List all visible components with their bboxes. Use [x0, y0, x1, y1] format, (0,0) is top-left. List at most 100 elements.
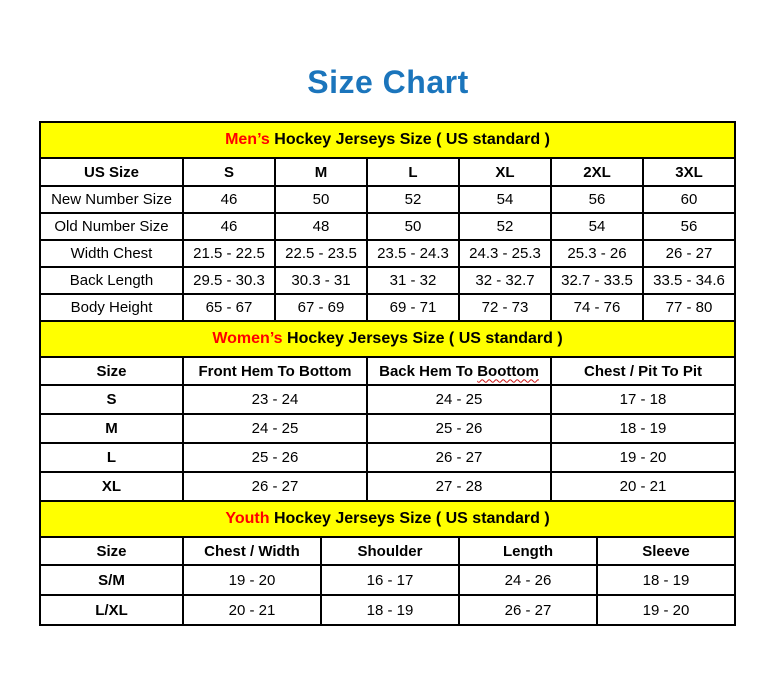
size-value-cell: 23.5 - 24.3 — [366, 239, 460, 268]
size-value-cell: 20 - 21 — [182, 594, 322, 626]
column-header: XL — [458, 157, 552, 187]
row-label: Body Height — [39, 293, 184, 322]
size-value-cell: 25.3 - 26 — [550, 239, 644, 268]
youth-table: Youth Hockey Jerseys Size ( US standard … — [38, 500, 737, 626]
size-value-cell: 56 — [550, 185, 644, 214]
size-value-cell: 29.5 - 30.3 — [182, 266, 276, 295]
size-value-cell: 21.5 - 22.5 — [182, 239, 276, 268]
size-value-cell: 72 - 73 — [458, 293, 552, 322]
size-value-cell: 26 - 27 — [641, 239, 737, 268]
column-header: 2XL — [550, 157, 644, 187]
size-value-cell: 23 - 24 — [182, 384, 368, 415]
misspelled-word: Boottom — [477, 362, 539, 380]
size-value-cell: 54 — [458, 185, 552, 214]
column-header: Size — [39, 536, 184, 566]
size-value-cell: 50 — [274, 185, 368, 214]
size-value-cell: 24 - 26 — [458, 564, 598, 596]
mens-table: Men’s Hockey Jerseys Size ( US standard … — [38, 121, 737, 322]
column-header: Sleeve — [595, 536, 737, 566]
column-header: Size — [39, 356, 184, 386]
row-label: L — [39, 442, 184, 473]
size-value-cell: 69 - 71 — [366, 293, 460, 322]
row-label: S/M — [39, 564, 184, 596]
youth-section-title: Youth Hockey Jerseys Size ( US standard … — [38, 500, 737, 538]
table-row: S/M 19 - 20 16 - 17 24 - 26 18 - 19 — [39, 564, 737, 596]
youth-column-header-row: Size Chest / Width Shoulder Length Sleeve — [39, 536, 737, 566]
size-value-cell: 52 — [366, 185, 460, 214]
column-header: Chest / Width — [182, 536, 322, 566]
size-value-cell: 18 - 19 — [320, 594, 460, 626]
size-value-cell: 17 - 18 — [549, 384, 737, 415]
size-value-cell: 54 — [550, 212, 644, 241]
column-header: S — [182, 157, 276, 187]
womens-table: Women’s Hockey Jerseys Size ( US standar… — [38, 320, 737, 502]
size-value-cell: 32 - 32.7 — [458, 266, 552, 295]
size-value-cell: 20 - 21 — [549, 471, 737, 502]
section-title-text: Hockey Jerseys Size ( US standard ) — [282, 330, 563, 347]
table-row: Back Length 29.5 - 30.3 30.3 - 31 31 - 32 32… — [39, 266, 737, 295]
table-row: L 25 - 26 26 - 27 19 - 20 — [39, 442, 737, 473]
youth-section-header-row: Youth Hockey Jerseys Size ( US standard … — [38, 500, 737, 538]
table-row: Old Number Size 46 48 50 52 54 56 — [39, 212, 737, 241]
column-header: 3XL — [641, 157, 737, 187]
column-header: Length — [458, 536, 598, 566]
womens-section-title: Women’s Hockey Jerseys Size ( US standar… — [38, 320, 737, 358]
size-value-cell: 50 — [366, 212, 460, 241]
section-title-highlight: Men’s — [225, 131, 270, 148]
size-value-cell: 65 - 67 — [182, 293, 276, 322]
size-value-cell: 74 - 76 — [550, 293, 644, 322]
table-row: Width Chest 21.5 - 22.5 22.5 - 23.5 23.5 - … — [39, 239, 737, 268]
column-header: Back Hem To Boottom — [366, 356, 552, 386]
table-row: Body Height 65 - 67 67 - 69 69 - 71 72 - 73 7… — [39, 293, 737, 322]
row-label: M — [39, 413, 184, 444]
size-value-cell: 31 - 32 — [366, 266, 460, 295]
size-value-cell: 48 — [274, 212, 368, 241]
column-header: Front Hem To Bottom — [182, 356, 368, 386]
size-value-cell: 19 - 20 — [549, 442, 737, 473]
size-value-cell: 26 - 27 — [366, 442, 552, 473]
table-row: XL 26 - 27 27 - 28 20 - 21 — [39, 471, 737, 502]
size-value-cell: 32.7 - 33.5 — [550, 266, 644, 295]
mens-section-title: Men’s Hockey Jerseys Size ( US standard … — [38, 121, 737, 159]
row-label: Old Number Size — [39, 212, 184, 241]
section-title-highlight: Youth — [225, 510, 270, 527]
table-row: M 24 - 25 25 - 26 18 - 19 — [39, 413, 737, 444]
table-row: L/XL 20 - 21 18 - 19 26 - 27 19 - 20 — [39, 594, 737, 626]
size-value-cell: 27 - 28 — [366, 471, 552, 502]
size-value-cell: 19 - 20 — [182, 564, 322, 596]
size-value-cell: 16 - 17 — [320, 564, 460, 596]
row-label: XL — [39, 471, 184, 502]
table-row: New Number Size 46 50 52 54 56 60 — [39, 185, 737, 214]
row-label: New Number Size — [39, 185, 184, 214]
row-label: Back Length — [39, 266, 184, 295]
size-value-cell: 26 - 27 — [182, 471, 368, 502]
mens-column-header-row: US Size S M L XL 2XL 3XL — [39, 157, 737, 187]
womens-column-header-row: Size Front Hem To Bottom Back Hem To Boott… — [39, 356, 737, 386]
size-value-cell: 19 - 20 — [595, 594, 737, 626]
size-value-cell: 46 — [182, 185, 276, 214]
mens-section-header-row: Men’s Hockey Jerseys Size ( US standard … — [38, 121, 737, 159]
row-label: Width Chest — [39, 239, 184, 268]
column-header: Shoulder — [320, 536, 460, 566]
column-header: Chest / Pit To Pit — [549, 356, 737, 386]
size-chart-tables: Men’s Hockey Jerseys Size ( US standard … — [38, 121, 737, 626]
column-header: M — [274, 157, 368, 187]
size-value-cell: 46 — [182, 212, 276, 241]
size-value-cell: 77 - 80 — [641, 293, 737, 322]
section-title-text: Hockey Jerseys Size ( US standard ) — [269, 131, 550, 148]
table-row: S 23 - 24 24 - 25 17 - 18 — [39, 384, 737, 415]
section-title-highlight: Women’s — [212, 330, 283, 347]
size-value-cell: 26 - 27 — [458, 594, 598, 626]
row-label: S — [39, 384, 184, 415]
size-value-cell: 33.5 - 34.6 — [641, 266, 737, 295]
section-title-text: Hockey Jerseys Size ( US standard ) — [269, 510, 550, 527]
size-value-cell: 18 - 19 — [549, 413, 737, 444]
page-title: Size Chart — [307, 64, 469, 100]
size-value-cell: 52 — [458, 212, 552, 241]
column-header-text: Back Hem To — [379, 362, 478, 380]
size-value-cell: 30.3 - 31 — [274, 266, 368, 295]
womens-section-header-row: Women’s Hockey Jerseys Size ( US standar… — [38, 320, 737, 358]
size-value-cell: 25 - 26 — [366, 413, 552, 444]
size-value-cell: 24.3 - 25.3 — [458, 239, 552, 268]
